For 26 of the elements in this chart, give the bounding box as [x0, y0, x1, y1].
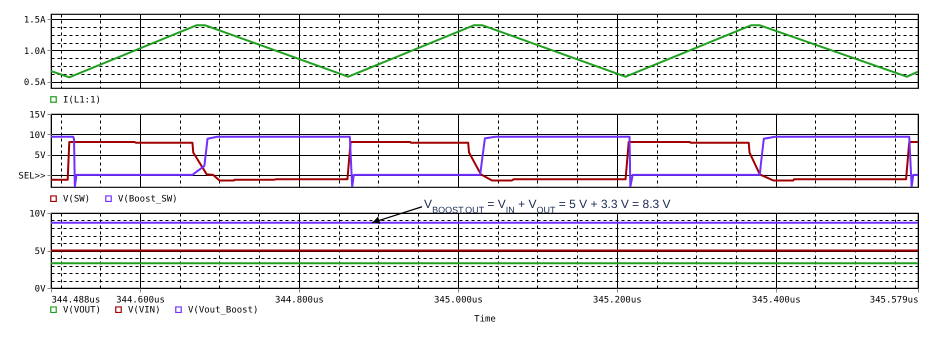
x-tick-label: 344.488us [52, 296, 100, 306]
x-tick-label: 344.600us [116, 296, 165, 306]
legend-label: V(Boost_SW) [118, 194, 178, 205]
y-tick-label: 0V [34, 284, 46, 294]
y-tick-label: SEL>> [18, 171, 46, 182]
y-tick-label: 1.0A [24, 46, 46, 57]
x-tick-label: 345.200us [592, 296, 642, 306]
legend-label: V(Vout_Boost) [188, 306, 258, 316]
legend-label: V(VOUT) [63, 306, 101, 316]
x-tick-label: 345.000us [434, 296, 483, 306]
annotation: V$_{BOOST.OUT}$ = V$_{IN}$ + V$_{OUT}$ = 5 V + 3.3 V = 8.3 V [424, 196, 671, 215]
y-tick-label: 5V [34, 247, 46, 257]
y-tick-label: 10V [29, 210, 46, 220]
x-axis-title: Time [474, 314, 496, 324]
x-tick-label: 345.579us [870, 296, 918, 306]
x-tick-label: 344.800us [275, 296, 324, 306]
x-tick-label: 345.400us [752, 296, 801, 306]
y-tick-label: 0.5A [24, 78, 46, 88]
y-tick-label: 5V [34, 151, 46, 162]
legend-label: I(L1:1) [63, 96, 101, 106]
legend-label: V(SW) [63, 194, 90, 205]
y-tick-label: 15V [29, 110, 46, 120]
legend-label: V(VIN) [128, 306, 161, 316]
y-tick-label: 1.5A [24, 16, 46, 26]
y-tick-label: 10V [29, 130, 46, 141]
line-series [51, 24, 918, 78]
